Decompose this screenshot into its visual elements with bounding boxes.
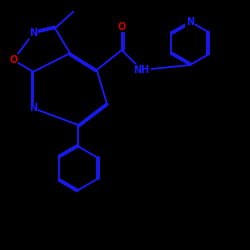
Text: N: N	[29, 28, 37, 38]
Text: N: N	[29, 103, 37, 113]
Text: NH: NH	[134, 65, 150, 75]
Text: O: O	[9, 55, 18, 65]
Text: N: N	[186, 16, 194, 26]
Text: O: O	[118, 22, 126, 32]
